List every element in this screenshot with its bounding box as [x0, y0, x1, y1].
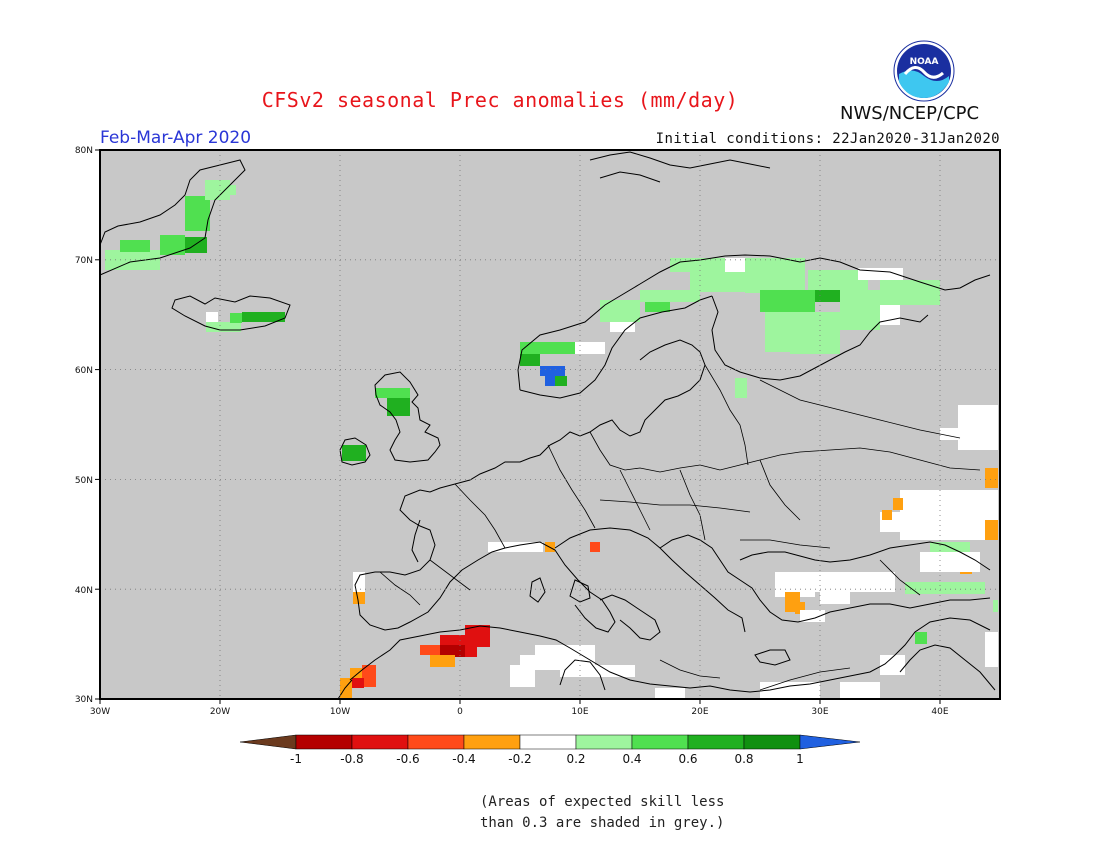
coastlines	[99, 151, 996, 700]
legend-label: -0.8	[340, 752, 363, 766]
legend-label: 0.2	[566, 752, 585, 766]
skill-footnote: (Areas of expected skill less than 0.3 a…	[480, 792, 724, 834]
color-legend	[239, 734, 861, 750]
lon-label: 30E	[811, 707, 828, 717]
lon-label: 10E	[571, 707, 588, 717]
legend-label: 0.4	[622, 752, 641, 766]
graticule	[100, 150, 1000, 699]
lon-label: 0	[457, 707, 463, 717]
legend-swatch	[463, 734, 521, 750]
legend-label: -1	[290, 752, 302, 766]
longitude-labels: 30W 20W 10W 0 10E 20E 30E 40E	[90, 707, 949, 717]
lat-label: 50N	[75, 476, 93, 486]
legend-arrow-high	[799, 734, 861, 750]
legend-swatch	[407, 734, 465, 750]
legend-swatch	[743, 734, 801, 750]
map-title: CFSv2 seasonal Prec anomalies (mm/day)	[261, 88, 739, 112]
footnote-line: than 0.3 are shaded in grey.)	[480, 815, 725, 831]
lon-label: 30W	[90, 707, 110, 717]
legend-label: 0.8	[734, 752, 753, 766]
legend-label: -0.6	[396, 752, 419, 766]
legend-swatch	[351, 734, 409, 750]
legend-label: 0.6	[678, 752, 697, 766]
legend-swatch	[631, 734, 689, 750]
lat-label: 60N	[75, 366, 93, 376]
legend-label: 1	[796, 752, 804, 766]
footnote-line: (Areas of expected skill less	[480, 794, 725, 810]
lon-label: 40E	[931, 707, 948, 717]
initial-conditions: Initial conditions: 22Jan2020-31Jan2020	[655, 131, 1000, 147]
lat-label: 40N	[75, 586, 93, 596]
noaa-logo-icon: NOAA	[893, 40, 955, 102]
legend-swatch	[687, 734, 745, 750]
lon-label: 20W	[210, 707, 230, 717]
legend-label: -0.4	[452, 752, 475, 766]
map-ticks	[95, 149, 941, 704]
legend-labels: -1 -0.8 -0.6 -0.4 -0.2 0.2 0.4 0.6 0.8 1	[290, 752, 804, 766]
forecast-period: Feb-Mar-Apr 2020	[100, 128, 252, 148]
legend-swatch	[295, 734, 353, 750]
lon-label: 10W	[330, 707, 350, 717]
legend-label: -0.2	[508, 752, 531, 766]
map-background	[100, 150, 1000, 699]
lon-label: 20E	[691, 707, 708, 717]
legend-swatch	[575, 734, 633, 750]
lat-label: 30N	[75, 695, 93, 705]
legend-swatch	[519, 734, 577, 750]
logo-text: NOAA	[910, 57, 939, 67]
agency-label: NWS/NCEP/CPC	[840, 103, 980, 124]
lat-label: 70N	[75, 256, 93, 266]
country-borders	[379, 364, 981, 691]
latitude-labels: 80N 70N 60N 50N 40N 30N	[75, 146, 93, 705]
legend-arrow-low	[239, 734, 297, 750]
lat-label: 80N	[75, 146, 93, 156]
map-frame	[99, 149, 1001, 700]
